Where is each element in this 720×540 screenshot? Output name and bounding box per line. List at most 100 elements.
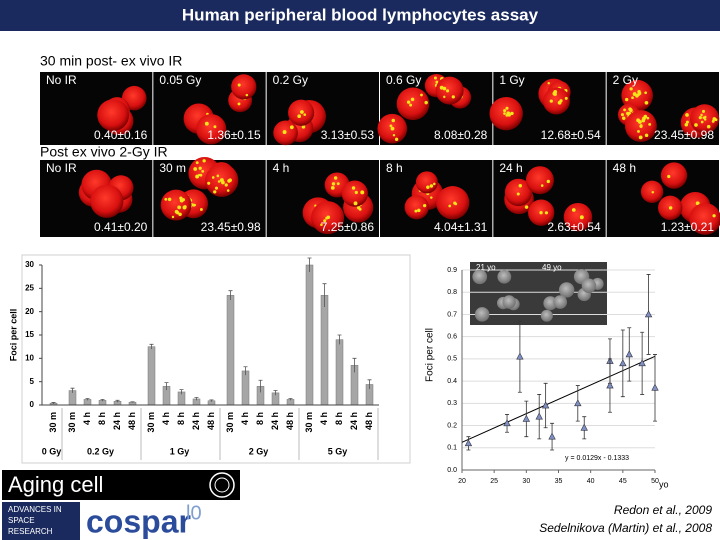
focus <box>353 201 358 206</box>
focus <box>358 207 362 211</box>
x-tick-label: 20 <box>458 478 466 485</box>
nucleus <box>660 162 688 189</box>
x-tick-label: 30 m <box>304 412 314 433</box>
error-bar <box>352 357 357 373</box>
nucleus <box>90 184 124 218</box>
cell-image: 2 Gy 23.45±0.98 <box>606 72 720 145</box>
focus <box>227 179 231 183</box>
focus <box>637 92 641 96</box>
nucleus <box>525 166 554 195</box>
focus <box>435 80 439 84</box>
x-tick-label: 50 <box>651 478 659 485</box>
focus <box>448 204 452 208</box>
inset-label: 49 yo <box>542 263 562 272</box>
focus <box>182 205 187 210</box>
focus <box>226 189 230 192</box>
focus <box>505 106 509 110</box>
focus <box>639 124 643 128</box>
point <box>516 352 524 360</box>
focus <box>685 120 689 124</box>
error-bar <box>307 257 312 272</box>
focus <box>417 208 421 213</box>
nucleus <box>563 202 593 232</box>
y-tick-label: 0.1 <box>447 445 457 452</box>
focus <box>685 113 689 117</box>
focus <box>323 219 327 223</box>
x-tick-label: 4 h <box>240 412 250 425</box>
focus <box>426 185 430 190</box>
y-tick-label: 0.5 <box>447 356 457 363</box>
y-tick-label: 15 <box>25 330 34 339</box>
focus <box>195 161 199 165</box>
trendline <box>461 355 656 443</box>
nucleus <box>489 96 523 131</box>
focus <box>390 126 395 131</box>
image-label: 30 m <box>159 161 186 175</box>
error-bar <box>100 399 105 402</box>
error-bar <box>243 366 248 376</box>
error-bar <box>209 399 214 402</box>
x-tick-label: 24 h <box>112 412 122 430</box>
error-bar <box>288 398 293 401</box>
aging-cell-logo <box>2 470 240 500</box>
citation: Sedelnikova (Martin) et al., 2008 <box>539 521 712 535</box>
focus <box>711 119 715 123</box>
point <box>535 412 543 420</box>
point <box>638 359 646 367</box>
cell-image: No IR 0.40±0.16 <box>40 72 153 145</box>
focus <box>217 180 221 183</box>
focus <box>433 76 437 80</box>
focus <box>623 108 626 112</box>
inset-nucleus <box>497 269 512 284</box>
focus <box>510 111 514 116</box>
image-label: 0.6 Gy <box>386 73 421 87</box>
focus <box>557 100 562 105</box>
focus <box>178 212 182 217</box>
focus <box>331 182 336 186</box>
asr-logo <box>2 502 80 540</box>
bar <box>226 295 235 406</box>
error-bar <box>115 399 120 403</box>
focus <box>443 95 446 99</box>
focus <box>644 91 647 95</box>
point <box>580 423 588 431</box>
focus <box>199 208 203 211</box>
focus <box>637 90 641 94</box>
image-label: No IR <box>46 73 77 87</box>
focus <box>392 133 396 137</box>
focus <box>620 113 624 117</box>
focus <box>524 205 529 209</box>
focus <box>177 205 182 210</box>
error-bar <box>367 379 372 390</box>
focus <box>694 123 698 127</box>
focus <box>333 176 338 180</box>
focus <box>406 100 411 104</box>
image-value: 0.41±0.20 <box>94 220 148 234</box>
trendline-label: y = 0.0129x - 0.1333 <box>565 455 629 462</box>
image-value: 3.13±0.53 <box>321 128 375 142</box>
y-tick-label: 0.0 <box>447 467 457 474</box>
focus <box>684 122 689 127</box>
focus <box>695 201 700 206</box>
cell-image: 30 m 23.45±0.98 <box>153 157 266 237</box>
image-label: 2 Gy <box>613 73 638 87</box>
focus <box>201 169 205 173</box>
focus <box>213 125 217 129</box>
focus <box>631 96 634 100</box>
bar <box>241 370 250 406</box>
image-value: 23.45±0.98 <box>654 128 714 142</box>
focus <box>628 107 632 111</box>
image-value: 8.08±0.28 <box>434 128 488 142</box>
image-label: 8 h <box>386 161 403 175</box>
y-tick-label: 0.2 <box>447 422 457 429</box>
focus <box>702 116 705 119</box>
focus <box>451 95 455 99</box>
bar <box>320 295 329 406</box>
error-bar <box>85 398 90 401</box>
y-tick-label: 0 <box>30 400 35 409</box>
point <box>503 419 511 427</box>
image-value: 1.36±0.15 <box>207 128 261 142</box>
image-label: 0.2 Gy <box>273 73 308 87</box>
error-bar <box>179 389 184 395</box>
nucleus <box>435 76 464 105</box>
